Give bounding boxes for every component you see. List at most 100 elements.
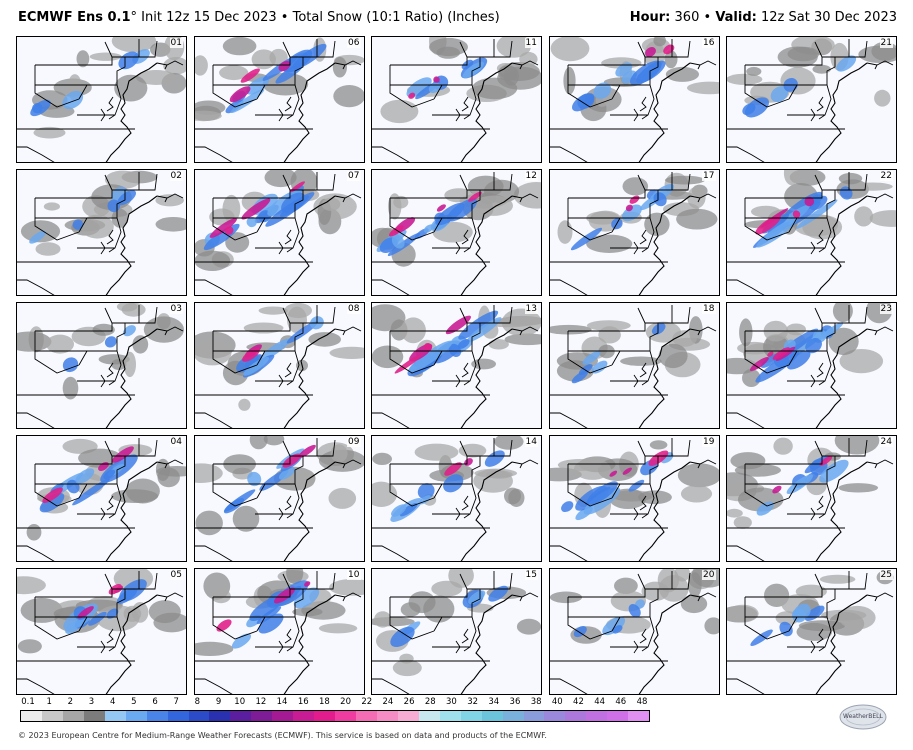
colorbar-swatch — [146, 711, 168, 721]
state-boundaries — [372, 172, 539, 295]
colorbar — [20, 710, 650, 722]
snowfall-map — [194, 37, 364, 162]
colorbar-swatch — [314, 711, 336, 721]
colorbar-tick: 6 — [152, 697, 158, 707]
member-number: 02 — [169, 171, 183, 181]
member-panel: 10 — [193, 568, 365, 695]
logo-text: WeatherBELL — [843, 713, 883, 720]
member-number: 08 — [347, 304, 361, 314]
member-number: 12 — [524, 171, 538, 181]
member-panel: 20 — [548, 568, 720, 695]
member-panel: 04 — [16, 435, 187, 562]
member-panel: 19 — [548, 435, 720, 562]
colorbar-swatch — [565, 711, 587, 721]
member-number: 13 — [524, 304, 538, 314]
snowfall-map — [372, 172, 541, 295]
colorbar-swatch — [62, 711, 84, 721]
member-number: 16 — [702, 38, 716, 48]
snowfall-map — [194, 303, 364, 428]
snowfall-map — [727, 170, 896, 295]
state-boundaries — [17, 172, 184, 295]
member-panel: 21 — [726, 36, 897, 163]
state-boundaries — [372, 305, 539, 428]
snowfall-map — [549, 569, 719, 694]
member-number: 03 — [169, 304, 183, 314]
state-boundaries — [549, 438, 716, 561]
valid-label: Valid: — [715, 10, 757, 25]
ensemble-panel-grid: 01 06 11 16 21 02 07 12 17 22 03 08 13 18 23 04 09 14 19 24… — [16, 36, 898, 696]
state-boundaries — [372, 571, 539, 694]
snowfall-map — [549, 438, 719, 561]
separator: • — [280, 10, 289, 25]
snowfall-map — [17, 37, 186, 162]
member-number: 09 — [347, 437, 361, 447]
colorbar-tick: 9 — [215, 697, 222, 707]
snowfall-map — [372, 304, 541, 428]
member-panel: 07 — [193, 169, 365, 296]
snowfall-map — [194, 170, 361, 295]
state-boundaries — [727, 438, 894, 561]
colorbar-tick: 22 — [361, 697, 373, 707]
snowfall-map — [727, 570, 894, 694]
product-name: Total Snow (10:1 Ratio) (Inches) — [292, 10, 500, 25]
member-panel: 22 — [726, 169, 897, 296]
colorbar-tick: 34 — [488, 697, 500, 707]
state-boundaries — [727, 571, 894, 694]
member-number: 05 — [169, 570, 183, 580]
title: ECMWF Ens 0.1° Init 12z 15 Dec 2023 • To… — [18, 10, 500, 25]
colorbar-swatch — [460, 711, 482, 721]
state-boundaries — [194, 172, 361, 295]
colorbar-tick: 1 — [46, 697, 52, 707]
colorbar-tick: 0.1 — [21, 697, 35, 707]
member-panel: 12 — [371, 169, 542, 296]
colorbar-swatch — [376, 711, 398, 721]
state-boundaries — [17, 305, 184, 428]
snowfall-map — [727, 436, 894, 561]
colorbar-swatch — [544, 711, 566, 721]
member-panel: 23 — [726, 302, 897, 429]
colorbar-tick: 30 — [446, 697, 457, 707]
snowfall-map — [194, 569, 364, 694]
colorbar-swatch — [188, 711, 210, 721]
state-boundaries — [17, 39, 184, 162]
colorbar-swatch — [607, 711, 629, 721]
member-panel: 25 — [726, 568, 897, 695]
colorbar-tick-labels: 0.1 1 2 3 4 5 6 7 8 9 10 12 14 16 18 20 22 24 26 28 30 32 34 36… — [20, 697, 650, 709]
colorbar-tick: 3 — [88, 697, 95, 707]
colorbar-swatch — [523, 711, 545, 721]
colorbar-tick: 20 — [340, 697, 351, 707]
state-boundaries — [549, 172, 716, 295]
colorbar-tick: 24 — [382, 697, 394, 707]
member-number: 14 — [524, 437, 538, 447]
state-boundaries — [194, 305, 361, 428]
colorbar-tick: 26 — [403, 697, 415, 707]
colorbar-tick: 4 — [109, 697, 116, 707]
colorbar-swatch — [251, 711, 273, 721]
snowfall-map — [549, 37, 719, 162]
snowfall-map — [727, 37, 896, 162]
colorbar-swatch — [293, 711, 315, 721]
colorbar-swatch — [418, 711, 440, 721]
copyright-footer: © 2023 European Centre for Medium-Range … — [18, 731, 547, 740]
snowfall-map — [17, 569, 186, 694]
colorbar-swatch — [356, 711, 377, 721]
snowfall-map — [372, 436, 539, 561]
member-panel: 18 — [548, 302, 720, 429]
colorbar-swatch — [335, 711, 356, 721]
member-number: 07 — [347, 171, 361, 181]
colorbar-swatch — [167, 711, 189, 721]
colorbar-swatch — [41, 711, 63, 721]
member-panel: 17 — [548, 169, 720, 296]
member-number: 21 — [879, 38, 893, 48]
state-boundaries — [194, 39, 361, 162]
weatherbell-logo — [839, 704, 887, 730]
snowfall-map — [17, 303, 184, 428]
snowfall-map — [549, 172, 717, 295]
state-boundaries — [549, 571, 716, 694]
member-number: 01 — [169, 38, 183, 48]
member-panel: 08 — [193, 302, 365, 429]
member-number: 04 — [169, 437, 183, 447]
colorbar-tick: 42 — [573, 697, 584, 707]
state-boundaries — [727, 172, 894, 295]
member-panel: 14 — [371, 435, 542, 562]
